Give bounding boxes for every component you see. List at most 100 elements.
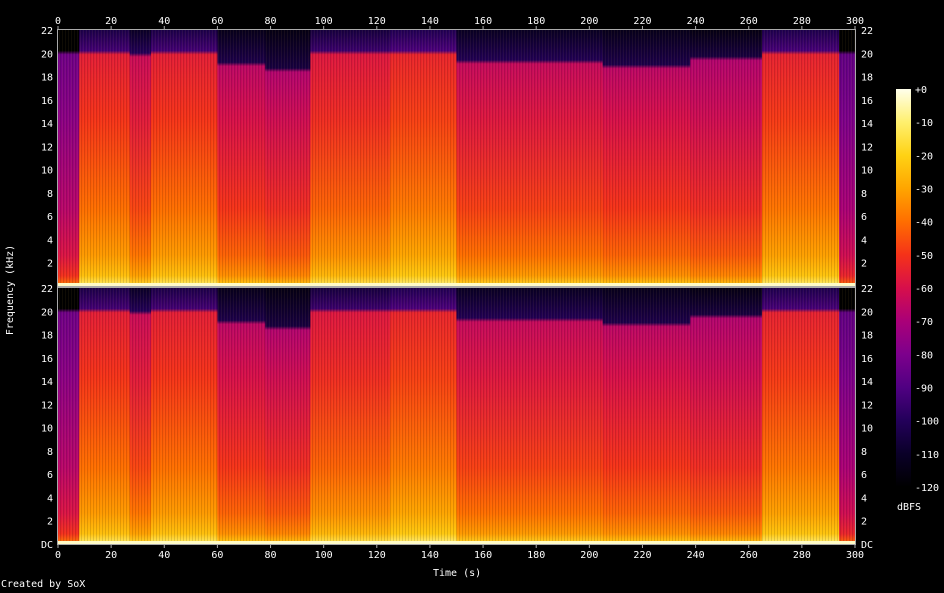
- y-tick-label-right: 8: [861, 447, 867, 458]
- x-tick-label-top: 240: [687, 16, 705, 27]
- y-tick-label-right: 6: [861, 212, 867, 223]
- x-tick-label-bottom: 0: [55, 550, 61, 561]
- colorbar: [896, 89, 911, 487]
- colorbar-tick-label: -10: [915, 118, 933, 129]
- colorbar-tick-label: -20: [915, 151, 933, 162]
- x-tick-label-bottom: 40: [158, 550, 170, 561]
- y-tick-label-left: 10: [41, 424, 53, 435]
- spectral-texture: [58, 30, 855, 286]
- y-tick-label-left: 4: [47, 493, 53, 504]
- x-tick-label-top: 80: [265, 16, 277, 27]
- colorbar-tick-label: -70: [915, 317, 933, 328]
- x-tick-label-top: 220: [633, 16, 651, 27]
- x-tick-label-bottom: 240: [687, 550, 705, 561]
- x-tick-label-bottom: 220: [633, 550, 651, 561]
- y-tick-label-right: 4: [861, 235, 867, 246]
- y-tick-label-left: 2: [47, 259, 53, 270]
- y-tick-label-right: 18: [861, 331, 873, 342]
- y-tick-label-right: 10: [861, 166, 873, 177]
- x-axis-label: Time (s): [433, 568, 482, 579]
- x-tick-label-top: 180: [527, 16, 545, 27]
- y-tick-label-right: 14: [861, 119, 873, 130]
- colorbar-tick-label: -120: [915, 483, 939, 494]
- y-tick-label-right: 12: [861, 142, 873, 153]
- dc-band: [58, 283, 855, 286]
- x-tick-label-top: 40: [158, 16, 170, 27]
- colorbar-tick-label: +0: [915, 85, 927, 96]
- y-tick-label-right: 18: [861, 73, 873, 84]
- x-tick-label-top: 120: [368, 16, 386, 27]
- colorbar-tick-label: -30: [915, 185, 933, 196]
- x-tick-label-bottom: 260: [740, 550, 758, 561]
- y-tick-label-left: 12: [41, 400, 53, 411]
- y-tick-label-left: 22: [41, 284, 53, 295]
- y-tick-label-right: 12: [861, 400, 873, 411]
- x-tick-label-bottom: 160: [474, 550, 492, 561]
- y-tick-label-left: 16: [41, 354, 53, 365]
- x-tick-label-top: 280: [793, 16, 811, 27]
- x-tick-label-bottom: 100: [315, 550, 333, 561]
- colorbar-tick-label: -90: [915, 384, 933, 395]
- y-tick-label-left: 18: [41, 73, 53, 84]
- y-tick-label-left: 4: [47, 235, 53, 246]
- y-tick-label-left: 14: [41, 119, 53, 130]
- x-tick-label-bottom: 180: [527, 550, 545, 561]
- y-tick-label-right: 8: [861, 189, 867, 200]
- panel-border: [57, 29, 856, 287]
- x-tick-label-bottom: 80: [265, 550, 277, 561]
- y-tick-label-right: 16: [861, 354, 873, 365]
- colorbar-tick-label: -80: [915, 350, 933, 361]
- y-tick-label-left: 18: [41, 331, 53, 342]
- y-tick-label-right: 6: [861, 470, 867, 481]
- x-tick-label-bottom: 20: [105, 550, 117, 561]
- y-tick-label-left: 8: [47, 189, 53, 200]
- y-tick-label-right: 20: [861, 49, 873, 60]
- y-tick-label-left: DC: [41, 540, 53, 551]
- x-tick-label-bottom: 280: [793, 550, 811, 561]
- x-tick-label-bottom: 60: [211, 550, 223, 561]
- x-tick-label-top: 160: [474, 16, 492, 27]
- x-tick-label-top: 100: [315, 16, 333, 27]
- y-tick-label-left: 12: [41, 142, 53, 153]
- x-tick-label-top: 20: [105, 16, 117, 27]
- x-tick-label-bottom: 140: [421, 550, 439, 561]
- credit-text: Created by SoX: [1, 579, 86, 590]
- y-tick-label-left: 20: [41, 307, 53, 318]
- y-tick-label-left: 8: [47, 447, 53, 458]
- y-tick-label-left: 14: [41, 377, 53, 388]
- x-tick-label-bottom: 200: [580, 550, 598, 561]
- colorbar-tick-label: -60: [915, 284, 933, 295]
- colorbar-tick-label: -40: [915, 218, 933, 229]
- x-tick-label-top: 60: [211, 16, 223, 27]
- y-tick-label-right: DC: [861, 540, 873, 551]
- y-tick-label-right: 16: [861, 96, 873, 107]
- y-tick-label-left: 10: [41, 166, 53, 177]
- y-tick-label-left: 2: [47, 517, 53, 528]
- y-tick-label-right: 2: [861, 517, 867, 528]
- dc-band: [58, 541, 855, 544]
- colorbar-label: dBFS: [897, 502, 922, 513]
- colorbar-tick-label: -110: [915, 450, 939, 461]
- y-tick-label-left: 20: [41, 49, 53, 60]
- y-tick-label-right: 22: [861, 26, 873, 37]
- colorbar-tick-label: -100: [915, 417, 939, 428]
- y-tick-label-left: 6: [47, 212, 53, 223]
- y-axis-label: Frequency (kHz): [5, 244, 16, 336]
- colorbar-tick-label: -50: [915, 251, 933, 262]
- y-tick-label-right: 4: [861, 493, 867, 504]
- x-tick-label-top: 140: [421, 16, 439, 27]
- panel-border: [57, 287, 856, 545]
- x-tick-label-top: 300: [846, 16, 864, 27]
- x-tick-label-top: 200: [580, 16, 598, 27]
- spectral-texture: [58, 288, 855, 544]
- x-tick-label-bottom: 120: [368, 550, 386, 561]
- x-tick-label-top: 260: [740, 16, 758, 27]
- y-tick-label-right: 20: [861, 307, 873, 318]
- y-tick-label-left: 6: [47, 470, 53, 481]
- y-tick-label-left: 22: [41, 26, 53, 37]
- y-tick-label-right: 10: [861, 424, 873, 435]
- y-tick-label-right: 14: [861, 377, 873, 388]
- x-tick-label-bottom: 300: [846, 550, 864, 561]
- y-tick-label-right: 2: [861, 259, 867, 270]
